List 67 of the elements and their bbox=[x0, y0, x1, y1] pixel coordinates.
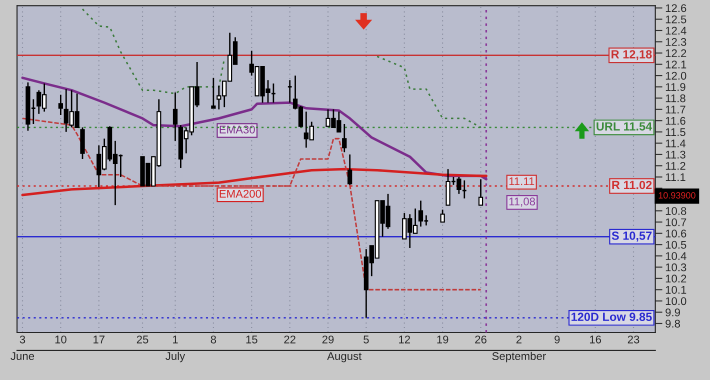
x-tick-label: 17 bbox=[94, 336, 104, 344]
candlestick bbox=[342, 123, 347, 153]
y-tick-label: 10.7 bbox=[666, 218, 686, 226]
x-tick-label: 22 bbox=[284, 336, 296, 344]
y-tick-label: 12.2 bbox=[666, 49, 686, 58]
candlestick bbox=[58, 94, 64, 116]
series-label: EMA200 bbox=[220, 190, 262, 198]
x-tick-label: 12 bbox=[399, 336, 410, 344]
y-tick-label: 11.9 bbox=[666, 83, 686, 91]
y-tick-label: 10.4 bbox=[666, 252, 686, 260]
y-tick-label: 10.0 bbox=[666, 297, 686, 306]
y-tick-label: 12.5 bbox=[666, 15, 686, 24]
ref-line-label: R 11.02 bbox=[612, 180, 652, 190]
x-tick-label: 23 bbox=[628, 336, 640, 344]
y-tick-label: 12.6 bbox=[666, 4, 686, 12]
x-tick-label: 19 bbox=[437, 336, 448, 344]
annotation: 11,08 bbox=[509, 198, 536, 207]
ref-line-label: 120D Low 9.85 bbox=[572, 312, 652, 322]
y-tick-label: 10.5 bbox=[666, 240, 686, 249]
x-tick-label: 9 bbox=[554, 336, 560, 344]
x-tick-label: 5 bbox=[364, 336, 369, 344]
y-tick-label: 11.2 bbox=[666, 162, 686, 170]
x-tick-label: 1 bbox=[173, 336, 178, 344]
y-tick-label: 12.3 bbox=[666, 38, 686, 46]
x-tick-label: 10 bbox=[55, 336, 66, 344]
y-tick-label: 11.5 bbox=[666, 128, 686, 136]
x-tick-label: 29 bbox=[322, 336, 334, 344]
y-tick-label: 11.7 bbox=[666, 106, 686, 114]
ref-line-label: R 12,18 bbox=[612, 50, 652, 60]
y-tick-label: 10.2 bbox=[666, 274, 686, 283]
y-tick-label: 10.8 bbox=[666, 207, 686, 215]
annotation: 10.93900 bbox=[658, 192, 696, 199]
x-tick-label: 8 bbox=[210, 336, 216, 344]
y-tick-label: 9.9 bbox=[666, 308, 680, 316]
candlestick bbox=[478, 178, 484, 206]
y-tick-label: 12.1 bbox=[666, 60, 686, 68]
line-series bbox=[21, 168, 488, 196]
y-tick-label: 11.6 bbox=[666, 116, 686, 125]
y-tick-label: 10.3 bbox=[666, 263, 686, 272]
y-tick-label: 11.1 bbox=[666, 173, 686, 182]
x-tick-label: 16 bbox=[590, 336, 602, 344]
ref-line-label: URL 11.54 bbox=[596, 122, 652, 131]
y-tick-label: 10.1 bbox=[666, 286, 686, 294]
y-tick-label: 11.3 bbox=[666, 150, 686, 159]
candlestick bbox=[80, 126, 85, 160]
candlestick bbox=[211, 77, 216, 109]
y-tick-label: 11.8 bbox=[666, 94, 686, 102]
y-tick-label: 12.4 bbox=[666, 26, 686, 35]
x2-tick-label: September bbox=[492, 352, 546, 362]
y-tick-label: 10.6 bbox=[666, 230, 686, 238]
x-tick-label: 3 bbox=[20, 336, 26, 344]
series-label: EMA30 bbox=[220, 126, 255, 134]
candlestick bbox=[440, 208, 445, 223]
y-tick-label: 11.4 bbox=[666, 140, 686, 148]
y-tick-label: 12.0 bbox=[666, 72, 686, 80]
x2-tick-label: August bbox=[327, 352, 362, 362]
y-tick-label: 9.8 bbox=[666, 320, 680, 328]
candlestick bbox=[172, 92, 178, 142]
candlestick bbox=[347, 154, 352, 186]
x-tick-label: 26 bbox=[475, 336, 486, 344]
x-tick-label: 25 bbox=[136, 336, 148, 344]
x2-tick-label: July bbox=[166, 352, 186, 362]
x-tick-label: 15 bbox=[246, 336, 258, 344]
ref-line-label: S 10,57 bbox=[612, 232, 652, 242]
x2-tick-label: June bbox=[10, 352, 34, 360]
annotation: 11.11 bbox=[509, 177, 534, 186]
x-tick-label: 2 bbox=[516, 336, 522, 344]
